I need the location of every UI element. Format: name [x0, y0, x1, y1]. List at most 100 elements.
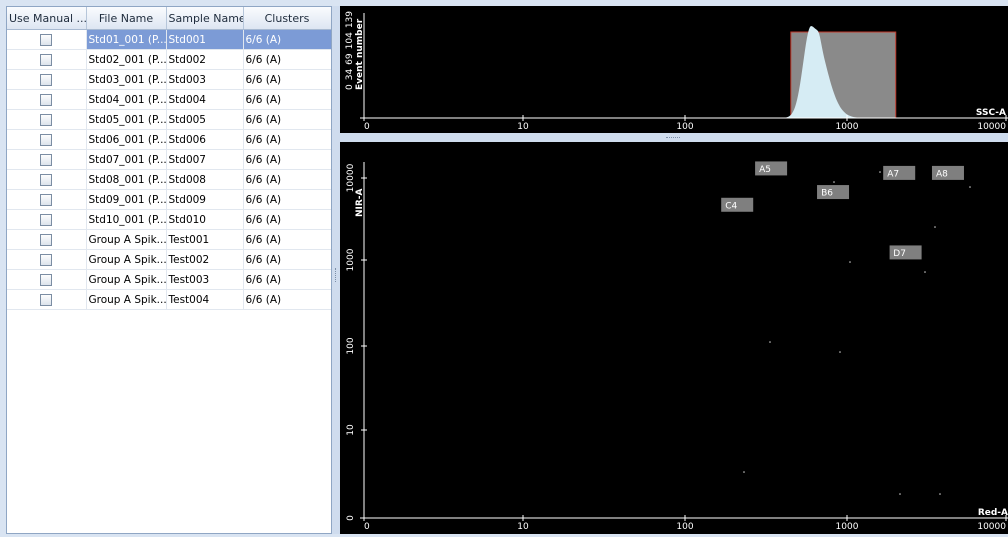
sample-name-cell[interactable]: Std003	[166, 69, 244, 90]
use-manual-checkbox[interactable]	[40, 273, 53, 286]
file-name-cell[interactable]: Std09_001 (P...	[86, 189, 167, 210]
clusters-cell[interactable]: 6/6 (A)	[243, 269, 331, 290]
use-manual-checkbox[interactable]	[40, 213, 53, 226]
use-manual-checkbox[interactable]	[40, 73, 53, 86]
clusters-cell[interactable]: 6/6 (A)	[243, 49, 331, 70]
file-name-cell[interactable]: Std06_001 (P...	[86, 129, 167, 150]
use-manual-checkbox[interactable]	[40, 53, 53, 66]
clusters-cell[interactable]: 6/6 (A)	[243, 189, 331, 210]
table-row[interactable]: Std09_001 (P... Std009 6/6 (A)	[7, 189, 331, 210]
vertical-splitter[interactable]	[332, 6, 340, 534]
cluster-label-a7[interactable]: A7	[883, 165, 916, 180]
sample-name-cell[interactable]: Std006	[166, 129, 244, 150]
column-header-use-manual[interactable]: Use Manual ...	[7, 7, 87, 30]
event-dot	[879, 171, 881, 173]
sample-name-cell[interactable]: Std007	[166, 149, 244, 170]
table-row[interactable]: Std07_001 (P... Std007 6/6 (A)	[7, 149, 331, 170]
clusters-cell[interactable]: 6/6 (A)	[243, 169, 331, 190]
histogram-plot[interactable]: 0 10 100 1000 10000 03469104139 Event number…	[340, 6, 1008, 133]
file-name-cell[interactable]: Group A Spik...	[86, 229, 167, 250]
file-name-cell[interactable]: Std04_001 (P...	[86, 89, 167, 110]
file-name-cell[interactable]: Group A Spik...	[86, 269, 167, 290]
sample-name-cell[interactable]: Test003	[166, 269, 244, 290]
clusters-cell[interactable]: 6/6 (A)	[243, 129, 331, 150]
use-manual-checkbox[interactable]	[40, 133, 53, 146]
use-manual-checkbox[interactable]	[40, 173, 53, 186]
x-tick-label: 10	[517, 522, 529, 532]
scatter-plot[interactable]: A5 A7 A8 B6 C4 D7 0 10 100 1000 10000 0 10 100 1000 1…	[340, 142, 1008, 534]
clusters-cell[interactable]: 6/6 (A)	[243, 69, 331, 90]
scatter-x-ticks: 0 10 100 1000 10000	[363, 515, 1007, 532]
clusters-cell[interactable]: 6/6 (A)	[243, 29, 331, 50]
sample-name-cell[interactable]: Std008	[166, 169, 244, 190]
file-name-cell[interactable]: Group A Spik...	[86, 289, 167, 310]
clusters-cell[interactable]: 6/6 (A)	[243, 89, 331, 110]
file-grid[interactable]: Use Manual ... File Name Sample Name Clu…	[6, 6, 332, 534]
use-manual-cell	[7, 189, 87, 210]
cluster-label-a8[interactable]: A8	[931, 165, 964, 180]
clusters-cell[interactable]: 6/6 (A)	[243, 249, 331, 270]
y-tick-label: 0	[346, 515, 356, 521]
sample-name-cell[interactable]: Std009	[166, 189, 244, 210]
use-manual-cell	[7, 109, 87, 130]
clusters-cell[interactable]: 6/6 (A)	[243, 109, 331, 130]
cluster-label-box	[883, 165, 916, 180]
table-row[interactable]: Group A Spik... Test001 6/6 (A)	[7, 229, 331, 250]
file-name-cell[interactable]: Std02_001 (P...	[86, 49, 167, 70]
sample-name-cell[interactable]: Test004	[166, 289, 244, 310]
sample-name-cell[interactable]: Std005	[166, 109, 244, 130]
sample-name-cell[interactable]: Std001	[166, 29, 244, 50]
use-manual-cell	[7, 229, 87, 250]
table-row[interactable]: Std06_001 (P... Std006 6/6 (A)	[7, 129, 331, 150]
sample-name-cell[interactable]: Std002	[166, 49, 244, 70]
file-name-cell[interactable]: Std07_001 (P...	[86, 149, 167, 170]
horizontal-splitter[interactable]	[340, 133, 1008, 142]
file-name-cell[interactable]: Std01_001 (P...	[86, 29, 167, 50]
cluster-label-b6[interactable]: B6	[817, 185, 850, 200]
table-row[interactable]: Std01_001 (P... Std001 6/6 (A)	[7, 29, 331, 50]
clusters-cell[interactable]: 6/6 (A)	[243, 209, 331, 230]
file-name-cell[interactable]: Std10_001 (P...	[86, 209, 167, 230]
table-row[interactable]: Group A Spik... Test004 6/6 (A)	[7, 289, 331, 310]
column-header-sample-name[interactable]: Sample Name	[166, 7, 244, 30]
use-manual-checkbox[interactable]	[40, 33, 53, 46]
use-manual-checkbox[interactable]	[40, 153, 53, 166]
event-dot	[849, 261, 851, 263]
table-row[interactable]: Std08_001 (P... Std008 6/6 (A)	[7, 169, 331, 190]
file-name-cell[interactable]: Std08_001 (P...	[86, 169, 167, 190]
event-dot	[899, 493, 901, 495]
use-manual-checkbox[interactable]	[40, 293, 53, 306]
cluster-label-c4[interactable]: C4	[721, 197, 754, 212]
table-row[interactable]: Std03_001 (P... Std003 6/6 (A)	[7, 69, 331, 90]
file-name-cell[interactable]: Std05_001 (P...	[86, 109, 167, 130]
use-manual-checkbox[interactable]	[40, 233, 53, 246]
use-manual-checkbox[interactable]	[40, 253, 53, 266]
file-name-cell[interactable]: Std03_001 (P...	[86, 69, 167, 90]
column-header-clusters[interactable]: Clusters	[243, 7, 331, 30]
clusters-cell[interactable]: 6/6 (A)	[243, 229, 331, 250]
table-row[interactable]: Std04_001 (P... Std004 6/6 (A)	[7, 89, 331, 110]
table-row[interactable]: Group A Spik... Test002 6/6 (A)	[7, 249, 331, 270]
x-tick-label: 0	[364, 122, 370, 132]
sample-name-cell[interactable]: Std004	[166, 89, 244, 110]
cluster-label-a5[interactable]: A5	[755, 161, 788, 176]
cluster-label-box	[817, 185, 850, 200]
sample-name-cell[interactable]: Std010	[166, 209, 244, 230]
histogram-y-label: Event number	[355, 18, 365, 90]
sample-name-cell[interactable]: Test002	[166, 249, 244, 270]
column-header-file-name[interactable]: File Name	[86, 7, 167, 30]
use-manual-checkbox[interactable]	[40, 113, 53, 126]
table-row[interactable]: Group A Spik... Test003 6/6 (A)	[7, 269, 331, 290]
clusters-cell[interactable]: 6/6 (A)	[243, 289, 331, 310]
table-row[interactable]: Std10_001 (P... Std010 6/6 (A)	[7, 209, 331, 230]
table-row[interactable]: Std05_001 (P... Std005 6/6 (A)	[7, 109, 331, 130]
use-manual-checkbox[interactable]	[40, 93, 53, 106]
table-row[interactable]: Std02_001 (P... Std002 6/6 (A)	[7, 49, 331, 70]
cluster-label-d7[interactable]: D7	[889, 245, 922, 260]
clusters-cell[interactable]: 6/6 (A)	[243, 149, 331, 170]
file-name-cell[interactable]: Group A Spik...	[86, 249, 167, 270]
sample-name-cell[interactable]: Test001	[166, 229, 244, 250]
use-manual-cell	[7, 289, 87, 310]
use-manual-checkbox[interactable]	[40, 193, 53, 206]
use-manual-cell	[7, 49, 87, 70]
